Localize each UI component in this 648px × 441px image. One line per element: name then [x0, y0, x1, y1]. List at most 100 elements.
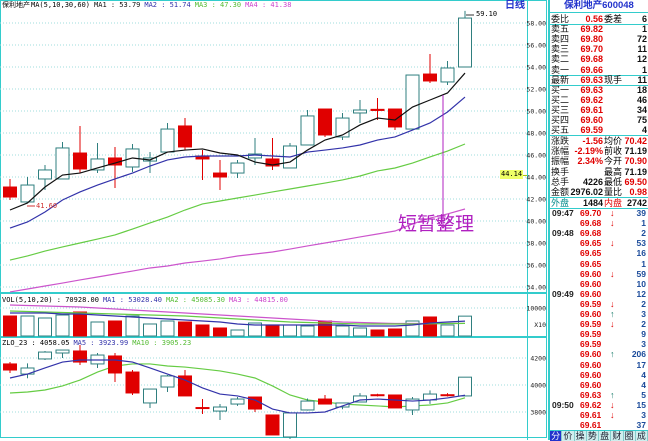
divider — [550, 84, 648, 86]
quote-value-2: 11 — [637, 44, 647, 55]
indicator-candle — [405, 398, 420, 411]
indicator-candle — [213, 406, 227, 412]
panel-tab[interactable]: 圈 — [624, 431, 636, 441]
volume-bar — [195, 324, 210, 337]
tick-price: 69.60 — [580, 359, 602, 370]
tick-volume: 2 — [641, 298, 646, 309]
tick-volume: 2 — [641, 228, 646, 239]
price-candle — [458, 17, 472, 68]
quote-row: 卖三 69.70 11 — [550, 44, 648, 54]
kline-chart[interactable]: 58.00 56.00 54.00 52.00 50.00 48.00 46.00 44.00… — [0, 0, 548, 440]
quote-label: 卖一 — [551, 64, 570, 75]
quote-value-2: 46 — [636, 94, 647, 105]
price-tick-label: 38.00 — [526, 240, 546, 248]
tick-price: 69.59 — [580, 319, 602, 330]
quote-label: 卖二 — [551, 54, 570, 65]
divider — [550, 207, 648, 209]
price-panel-frame — [0, 0, 547, 293]
quote-value: 2976.02 — [570, 186, 603, 197]
tick-price: 69.59 — [580, 298, 602, 309]
ind-ma10: MA10 : 3905.23 — [132, 339, 192, 347]
arrow-up-icon: ↑ — [610, 389, 615, 400]
tick-price: 69.60 — [580, 349, 602, 360]
quote-value: 69.68 — [580, 54, 603, 65]
price-ma2-line — [9, 96, 466, 229]
indicator-panel-frame — [0, 337, 547, 438]
period-label[interactable]: 日线 — [505, 0, 525, 11]
price-tick-label: 46.00 — [526, 152, 546, 160]
quote-label: 委比 — [551, 14, 570, 24]
tick-row: 09:48 69.68 2 — [550, 228, 648, 238]
tick-row: 69.65 ↓ 53 — [550, 238, 648, 248]
quote-value: 69.63 — [580, 74, 603, 85]
panel-tab[interactable]: 势 — [587, 431, 599, 441]
quote-value: 2.34% — [577, 156, 603, 167]
volume-bar — [283, 324, 297, 337]
volume-bar — [55, 314, 70, 337]
price-ma4-line — [9, 208, 466, 293]
quote-label-2: 前收 — [604, 146, 623, 157]
quote-row: 卖一 69.66 1 — [550, 65, 648, 75]
volume-bar — [423, 316, 437, 337]
quote-row: 外盘 1484 内盘 2742 — [550, 198, 648, 208]
quote-value-2: 71.19 — [624, 146, 647, 157]
indicator-candle — [265, 414, 280, 436]
tick-row: 09:49 69.60 12 — [550, 289, 648, 299]
price-candle — [423, 73, 437, 82]
indicator-candle — [38, 351, 52, 360]
volume-bar — [248, 322, 262, 337]
panel-tab[interactable]: 盘 — [599, 431, 612, 441]
panel-tab[interactable]: 分 — [550, 431, 563, 441]
quote-label-2: 最低 — [604, 176, 623, 187]
quote-value-2: 69.50 — [624, 176, 647, 187]
vol-value: VOL(5,10,20) : 70928.00 — [2, 296, 99, 304]
quote-row: 金额 2976.02 量比 0.98 — [550, 187, 648, 197]
quote-value: 69.61 — [580, 104, 603, 115]
indicator-candle — [388, 394, 402, 409]
price-tick-label: 52.00 — [526, 86, 546, 94]
ma3-value: MA3 : 47.30 — [194, 1, 242, 9]
arrow-down-icon: ↓ — [610, 399, 615, 410]
price-candle — [265, 158, 280, 167]
volume-bar — [160, 320, 175, 337]
tick-row: 69.63 ↑ 5 — [550, 390, 648, 400]
quote-value-2: 70.90 — [624, 156, 647, 167]
tick-row: 69.65 16 — [550, 248, 648, 258]
tick-price: 69.60 — [580, 268, 602, 279]
quote-label-2: 现手 — [604, 74, 623, 85]
indicator-candle — [370, 394, 385, 397]
indicator-candle — [125, 371, 140, 394]
quote-label: 涨跌 — [551, 136, 570, 147]
tick-price: 69.68 — [580, 228, 602, 239]
ma2-value: MA2 : 51.74 — [144, 1, 191, 9]
quote-value: 69.70 — [580, 44, 603, 55]
quote-row: 卖二 69.68 12 — [550, 54, 648, 64]
quote-row: 涨跌 -1.56 均价 70.42 — [550, 136, 648, 146]
ind-value: ZLO_23 : 4058.05 — [2, 339, 70, 347]
tick-price: 69.60 — [580, 369, 602, 380]
panel-tab[interactable]: 财 — [611, 431, 624, 441]
price-tick-label: 36.00 — [526, 262, 546, 270]
price-tick-label: 44.00 — [526, 174, 546, 182]
ind-ma5: MA5 : 3923.99 — [73, 339, 129, 347]
price-candle — [160, 128, 175, 153]
quote-value-2: 11 — [637, 74, 647, 85]
indicator-tick-label: 4200 — [530, 355, 546, 363]
tick-price: 69.60 — [580, 309, 602, 319]
quote-label: 金额 — [551, 186, 570, 197]
price-candle — [440, 67, 455, 83]
indicator-candle — [440, 394, 455, 397]
quote-label: 最新 — [551, 74, 570, 85]
tick-price: 69.60 — [580, 379, 602, 390]
stock-name: 保利地产 — [2, 1, 30, 9]
panel-tab[interactable]: 成 — [636, 431, 648, 441]
volume-bar — [213, 327, 227, 337]
panel-tab[interactable]: 操 — [575, 431, 587, 441]
price-candle — [90, 158, 105, 171]
panel-tab[interactable]: 价 — [562, 431, 575, 441]
price-candle — [38, 169, 52, 180]
volume-ma1-line — [10, 312, 466, 327]
volume-bar — [388, 328, 402, 337]
tick-volume: 17 — [636, 359, 646, 370]
arrow-up-icon: ↑ — [610, 349, 615, 360]
